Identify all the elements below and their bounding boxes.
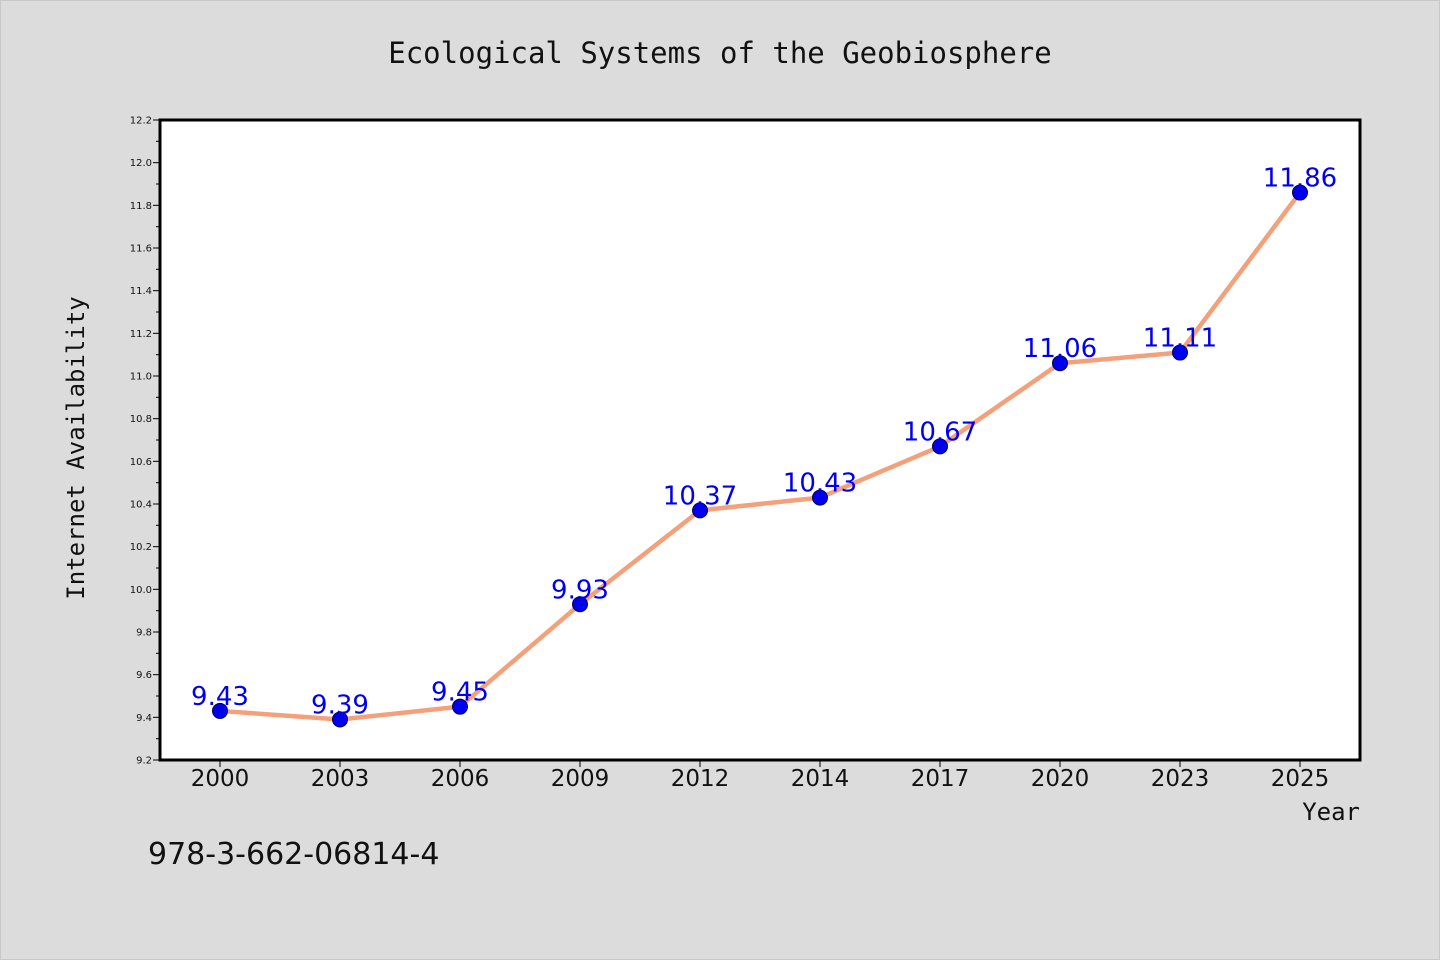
y-axis: 9.2 9.4 9.6 9.8 10.0 10.2 10.4 10.6 10.8 11.0 11.2… — [130, 116, 160, 767]
x-tick-label: 2003 — [311, 766, 370, 792]
data-markers — [212, 184, 1308, 728]
x-axis-label: Year — [1302, 798, 1360, 826]
series-line — [217, 190, 1303, 722]
x-tick-label: 2020 — [1031, 766, 1090, 792]
y-tick-label: 11.6 — [130, 244, 152, 255]
data-point — [1292, 184, 1308, 201]
y-tick-label: 11.2 — [130, 329, 152, 340]
y-tick-label: 11.0 — [130, 372, 152, 383]
data-label: 9.43 — [191, 682, 249, 712]
data-label: 11.06 — [1023, 334, 1097, 364]
data-labels: 9.43 9.39 9.45 9.93 10.37 10.43 10.67 11.06 11.1… — [191, 164, 1337, 721]
y-tick-label: 10.0 — [130, 585, 152, 596]
y-tick-label: 12.0 — [130, 158, 152, 169]
data-label: 10.37 — [663, 481, 737, 511]
data-label: 9.93 — [551, 575, 609, 605]
data-label: 10.43 — [783, 469, 857, 499]
data-point — [692, 502, 708, 519]
y-tick-label: 12.2 — [130, 116, 152, 127]
y-axis-label: Internet Availability — [62, 296, 90, 599]
x-tick-label: 2012 — [671, 766, 730, 792]
data-point — [452, 698, 468, 715]
y-tick-label: 9.4 — [136, 713, 152, 724]
y-tick-label: 10.6 — [130, 457, 152, 468]
data-point — [812, 489, 828, 506]
y-tick-label: 9.6 — [136, 670, 152, 681]
y-tick-label: 11.8 — [130, 201, 152, 212]
chart-title: Ecological Systems of the Geobiosphere — [388, 36, 1051, 70]
x-tick-label: 2025 — [1271, 766, 1330, 792]
plot-area — [158, 118, 1362, 762]
x-tick-label: 2006 — [431, 766, 490, 792]
x-tick-label: 2009 — [551, 766, 610, 792]
data-label: 9.45 — [431, 678, 489, 708]
isbn-annotation: 978-3-662-06814-4 — [148, 837, 439, 872]
data-point — [1052, 355, 1068, 372]
data-label: 11.86 — [1263, 164, 1337, 194]
data-label: 11.11 — [1143, 324, 1217, 354]
y-tick-label: 9.8 — [136, 628, 152, 639]
x-tick-label: 2017 — [911, 766, 970, 792]
x-tick-label: 2023 — [1151, 766, 1210, 792]
y-tick-label: 9.2 — [136, 756, 152, 767]
y-tick-label: 10.8 — [130, 414, 152, 425]
data-point — [932, 438, 948, 455]
y-tick-label: 10.2 — [130, 542, 152, 553]
data-point — [332, 711, 348, 728]
y-tick-label: 11.4 — [130, 286, 152, 297]
data-point — [1172, 344, 1188, 361]
x-tick-label: 2000 — [191, 766, 250, 792]
x-tick-label: 2014 — [791, 766, 850, 792]
x-axis: 2000 2003 2006 2009 2012 2014 2017 2020 2023 2025 — [191, 760, 1330, 792]
data-point — [572, 596, 588, 613]
y-tick-label: 10.4 — [130, 500, 152, 511]
data-label: 10.67 — [903, 417, 977, 447]
data-label: 9.39 — [311, 690, 369, 720]
data-point — [212, 702, 228, 719]
